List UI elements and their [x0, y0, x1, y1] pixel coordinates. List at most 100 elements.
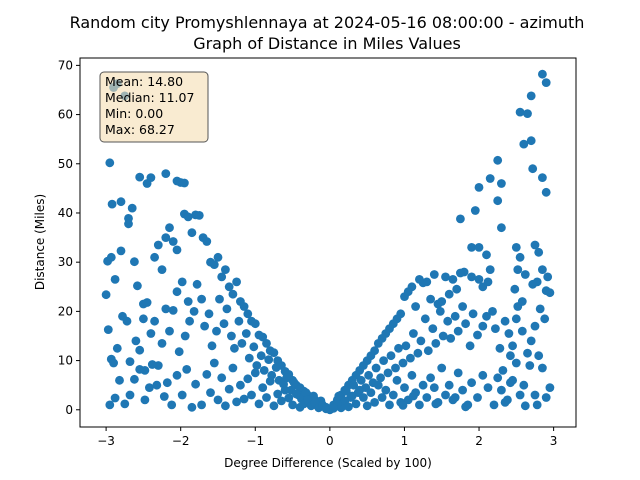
data-point: [532, 400, 542, 410]
data-point: [379, 356, 388, 365]
y-axis-label: Distance (Miles): [33, 194, 47, 290]
data-point: [450, 393, 460, 402]
data-point: [398, 358, 408, 368]
data-point: [444, 289, 454, 299]
data-point: [165, 223, 174, 233]
data-point: [185, 316, 195, 326]
data-point: [209, 358, 219, 368]
data-point: [388, 390, 398, 400]
data-point: [515, 252, 525, 262]
y-tick-label: 60: [58, 108, 73, 122]
data-point: [191, 379, 201, 389]
data-point: [458, 385, 467, 395]
data-points: [101, 69, 555, 415]
data-point: [474, 183, 484, 192]
data-point: [280, 385, 290, 395]
data-point: [115, 375, 124, 385]
data-point: [237, 339, 247, 348]
data-point: [351, 399, 361, 409]
data-point: [541, 187, 551, 197]
x-tick-label: 1: [401, 434, 409, 448]
data-point: [130, 374, 139, 384]
data-point: [478, 370, 488, 380]
data-point: [511, 358, 521, 368]
data-point: [429, 383, 439, 392]
data-point: [493, 196, 503, 206]
data-point: [431, 399, 441, 409]
data-point: [168, 306, 178, 315]
data-point: [202, 370, 212, 379]
data-point: [150, 316, 160, 326]
data-point: [392, 375, 402, 385]
data-point: [398, 401, 408, 410]
data-point: [474, 275, 484, 284]
data-point: [485, 265, 495, 274]
data-point: [528, 279, 538, 289]
data-point: [400, 383, 409, 392]
data-point: [269, 348, 279, 358]
data-point: [200, 321, 210, 331]
data-point: [443, 316, 453, 326]
data-point: [130, 257, 139, 267]
data-point: [520, 401, 530, 411]
data-point: [485, 174, 495, 183]
data-point: [448, 275, 458, 284]
data-point: [540, 314, 550, 324]
y-tick-label: 50: [58, 157, 73, 171]
data-point: [541, 393, 551, 402]
data-point: [135, 365, 145, 374]
data-point: [217, 272, 227, 282]
data-point: [373, 380, 383, 390]
data-point: [377, 393, 387, 402]
data-point: [277, 396, 286, 406]
data-point: [124, 219, 133, 229]
data-point: [189, 307, 199, 316]
data-point: [165, 326, 174, 336]
data-point: [456, 268, 465, 278]
data-point: [161, 169, 171, 179]
data-point: [441, 272, 450, 282]
data-point: [152, 380, 162, 390]
data-point: [221, 265, 230, 274]
data-point: [461, 319, 470, 329]
data-point: [105, 158, 115, 168]
data-point: [520, 270, 530, 279]
data-point: [349, 380, 359, 390]
data-point: [145, 383, 154, 392]
data-point: [256, 351, 266, 361]
data-point: [420, 314, 430, 324]
data-point: [161, 304, 171, 314]
data-point: [493, 373, 503, 383]
data-point: [400, 292, 409, 301]
data-point: [373, 339, 383, 348]
data-point: [376, 373, 385, 383]
y-tick-label: 70: [58, 58, 73, 72]
data-point: [538, 265, 547, 274]
data-point: [482, 250, 491, 260]
data-point: [415, 275, 424, 284]
data-point: [177, 390, 187, 400]
data-point: [356, 375, 366, 385]
data-point: [112, 343, 122, 353]
x-tick-label: 0: [326, 434, 334, 448]
data-point: [467, 272, 476, 282]
data-point: [526, 91, 536, 101]
data-point: [282, 373, 291, 383]
data-point: [209, 260, 219, 269]
data-point: [269, 401, 279, 411]
x-tick-label: −3: [97, 434, 115, 448]
data-point: [110, 393, 120, 403]
data-point: [247, 390, 256, 400]
y-tick-label: 20: [58, 304, 73, 318]
data-point: [416, 336, 426, 346]
data-point: [413, 348, 423, 358]
data-point: [284, 393, 294, 403]
data-point: [407, 370, 417, 380]
data-point: [192, 279, 202, 289]
chart-title-line1: Random city Promyshlennaya at 2024-05-16…: [70, 13, 585, 32]
data-point: [452, 284, 462, 294]
data-point: [394, 343, 403, 353]
data-point: [301, 388, 311, 397]
data-point: [444, 380, 454, 390]
